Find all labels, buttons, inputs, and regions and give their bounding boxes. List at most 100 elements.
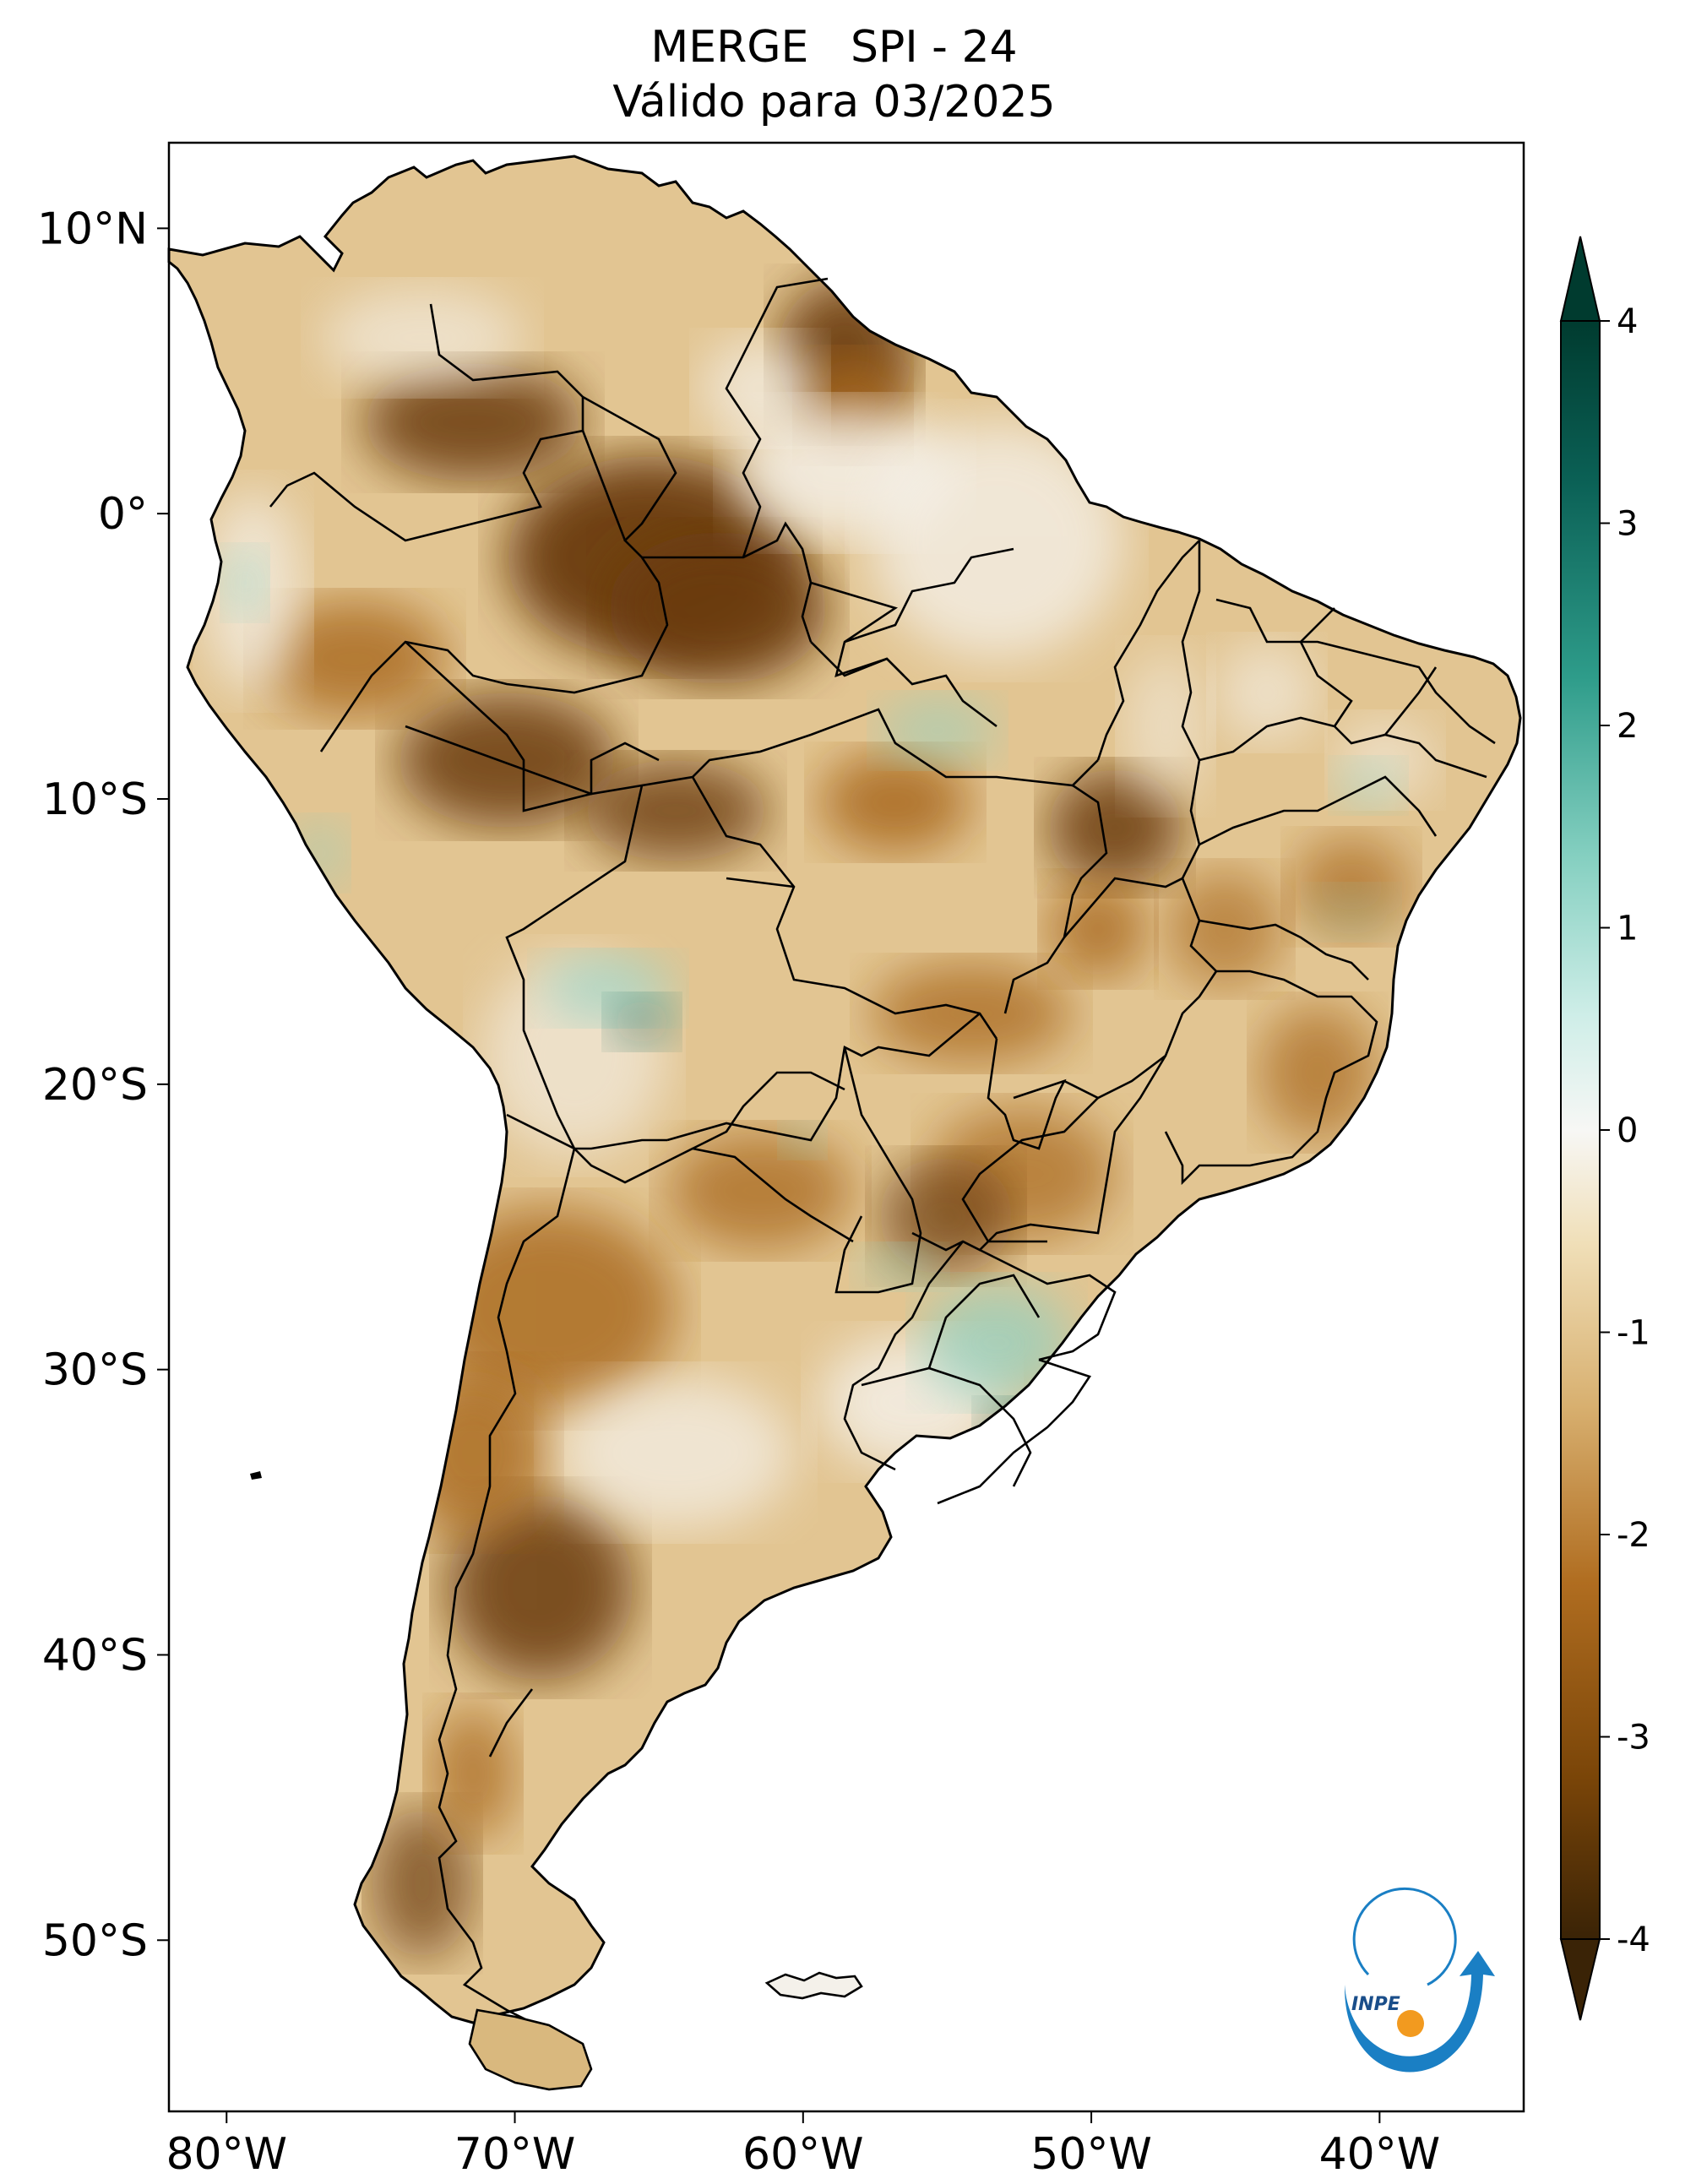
border-line [1215, 598, 1496, 745]
spi-anomaly-patch [363, 363, 583, 481]
border-line [269, 303, 584, 542]
islands [250, 1471, 863, 2091]
colorbar-tick-label: 1 [1617, 910, 1638, 948]
spi-anomaly-patch [1166, 870, 1284, 988]
colorbar-extend-top [1559, 236, 1601, 322]
spi-anomaly-patch [701, 338, 819, 439]
falkland-islands [764, 1971, 863, 2000]
spi-anomaly-patch [1216, 642, 1318, 743]
spi-anomaly-patch [878, 697, 997, 764]
spi-anomaly-patch [1123, 650, 1208, 802]
spi-anomaly-patch [1047, 769, 1182, 887]
colorbar-tick-label: 3 [1617, 505, 1638, 544]
border-line [581, 430, 627, 541]
spi-anomaly-patch [819, 752, 971, 853]
colorbar-tick-label: -2 [1617, 1516, 1650, 1555]
colorbar-tick-label: -1 [1617, 1314, 1650, 1353]
spi-anomaly-patch [431, 1706, 515, 1841]
border-line [843, 1241, 965, 1471]
latitude-ticks: 10°N 0° 10°S 20°S 30°S 40°S 50°S [37, 204, 169, 1966]
border-line [319, 395, 677, 752]
border-line [810, 641, 997, 728]
border-line [937, 1358, 1092, 1505]
spi-anomaly-patch [608, 532, 828, 684]
colorbar-extend-bottom [1559, 1938, 1601, 2021]
lat-tick-label: 40°S [42, 1630, 148, 1681]
border-line [1383, 666, 1438, 736]
spi-anomaly-patch [667, 1132, 853, 1250]
spi-anomaly-patch [870, 422, 1123, 659]
border-line [692, 1071, 845, 1150]
lat-tick-label: 10°N [37, 204, 148, 254]
border-line [1199, 775, 1438, 846]
spi-anomaly-patch [296, 819, 346, 887]
lat-tick-label: 30°S [42, 1345, 148, 1396]
map-frame [167, 141, 1525, 2113]
border-line [438, 1148, 576, 2029]
border-line [642, 521, 813, 643]
lat-tick-label: 50°S [42, 1915, 148, 1966]
border-line [506, 1113, 854, 1243]
border-line [1199, 919, 1369, 981]
border-line [834, 1046, 922, 1294]
lon-tick-label: 80°W [166, 2129, 287, 2180]
border-line [979, 1248, 1117, 1361]
lon-tick-label: 40°W [1319, 2129, 1441, 2180]
border-line [844, 547, 1014, 644]
spi-anomaly-patch [857, 1246, 942, 1288]
spi-anomaly-patch [1258, 1005, 1377, 1140]
border-line [505, 785, 667, 1150]
spi-anomaly-patch [870, 963, 1073, 1064]
map-subtitle: Válido para 03/2025 [612, 77, 1056, 128]
border-line [1199, 716, 1487, 779]
border-line [1181, 541, 1201, 879]
colorbar-tick-label: 2 [1617, 707, 1638, 746]
colorbar-tick-label: 0 [1617, 1111, 1638, 1150]
country-borders [269, 277, 1496, 2029]
spi-anomaly-patch [583, 760, 769, 861]
spi-anomaly-patch [608, 997, 676, 1047]
colorbar-tick-label: 4 [1617, 302, 1638, 341]
spi-anomaly-patch [781, 1123, 824, 1157]
lat-tick-label: 0° [98, 489, 148, 540]
border-line [1299, 607, 1353, 727]
border-line [1164, 970, 1378, 1186]
spi-anomaly-patch [372, 1807, 473, 1959]
spi-anomaly-patch [1047, 878, 1149, 980]
island-galapagos [250, 1471, 262, 1480]
colorbar-ticks: 4 3 2 1 0 -1 -2 -3 -4 [1600, 302, 1650, 1959]
longitude-ticks: 80°W 70°W 60°W 50°W 40°W [166, 2111, 1440, 2180]
logo-sun-icon [1397, 2010, 1424, 2037]
border-line [861, 1366, 1032, 1487]
logo-ring [1352, 1887, 1457, 1986]
spi-anomaly-patch [557, 1377, 794, 1529]
border-line [911, 1055, 1167, 1252]
spi-anomaly-patch [878, 1157, 1014, 1275]
border-line [725, 277, 829, 558]
border-line [1003, 784, 1108, 1014]
colorbar-body [1560, 320, 1601, 1940]
coastline [167, 155, 1522, 2024]
spi-anomaly-patch [262, 600, 448, 718]
inpe-logo: INPE [1344, 1887, 1495, 2073]
spi-anomaly-patch [1309, 887, 1394, 937]
border-line [405, 641, 660, 812]
spi-anomaly-patch [397, 1368, 549, 1537]
logo-swoosh-icon [1344, 1951, 1495, 2073]
spi-anomaly-patch [321, 287, 524, 388]
lon-tick-label: 60°W [742, 2129, 864, 2180]
spi-anomaly-patch [224, 549, 266, 617]
border-line [691, 776, 998, 1040]
lon-tick-label: 50°W [1030, 2129, 1152, 2180]
map-title: MERGE SPI - 24 [650, 22, 1018, 73]
spi-anomaly-patch [448, 1495, 633, 1681]
border-line [987, 1038, 1067, 1150]
colorbar-tick-label: -4 [1617, 1921, 1650, 1959]
lat-tick-label: 20°S [42, 1060, 148, 1111]
lat-tick-label: 10°S [42, 774, 148, 825]
border-line [488, 1688, 534, 1758]
logo-text: INPE [1351, 1994, 1400, 2015]
tierra-del-fuego [468, 2008, 593, 2091]
border-line [961, 1097, 1099, 1243]
border-line [726, 877, 795, 888]
